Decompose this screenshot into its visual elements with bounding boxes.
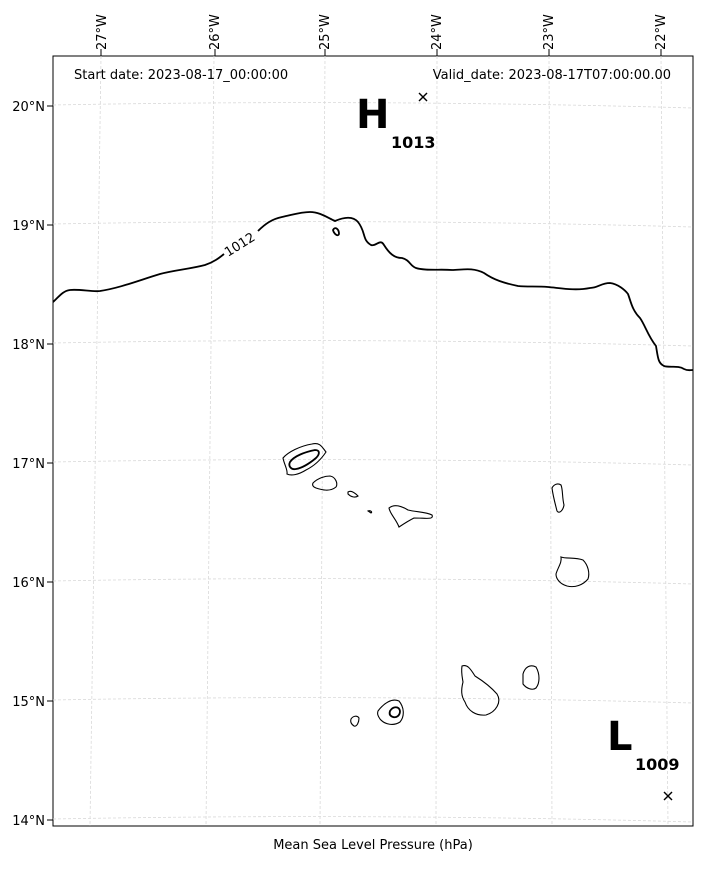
lat-tick-label: 20°N (12, 100, 45, 115)
island-boa-vista (555, 556, 590, 588)
low-value: 1009 (635, 755, 680, 774)
valid-date-label: Valid_date: 2023-08-17T07:00:00.00 (433, 68, 671, 83)
lon-tick-label: 22°W (654, 14, 669, 50)
island-santa-luzia (347, 490, 359, 498)
low-letter: L (607, 714, 633, 760)
graticule (52, 55, 694, 827)
lon-tick-label: 27°W (95, 14, 110, 50)
lat-tick-label: 16°N (12, 576, 45, 591)
high-letter: H (356, 92, 389, 138)
lon-tick-label: 24°W (430, 14, 445, 50)
high-marker-icon (418, 92, 428, 102)
island-maio (522, 665, 540, 690)
lat-tick-label: 18°N (12, 338, 45, 353)
lat-tick-label: 17°N (12, 457, 45, 472)
lon-tick-label: 25°W (318, 14, 333, 50)
lon-tick-label: 23°W (542, 14, 557, 50)
latitude-axis: 20°N 19°N 18°N 17°N 16°N 15°N 14°N (12, 100, 53, 829)
island-santo-antao (282, 443, 327, 476)
lat-tick-label: 15°N (12, 695, 45, 710)
longitude-axis: 27°W 26°W 25°W 24°W 23°W 22°W (95, 14, 669, 56)
island-sal (551, 483, 565, 513)
low-center: L 1009 (607, 714, 680, 801)
lon-tick-label: 26°W (208, 14, 223, 50)
isobar-1012 (52, 211, 694, 372)
map-frame (52, 55, 694, 827)
island-razo (366, 510, 373, 514)
island-santiago (461, 664, 500, 716)
coastlines (282, 443, 590, 727)
low-marker-icon (663, 791, 673, 801)
island-fogo (377, 699, 404, 725)
island-brava (350, 715, 360, 727)
inner-contour-santo-antao (288, 449, 320, 471)
start-date-label: Start date: 2023-08-17_00:00:00 (74, 68, 288, 83)
high-center: H 1013 (356, 92, 436, 152)
lat-tick-label: 14°N (12, 814, 45, 829)
inner-contour-fogo (388, 706, 401, 719)
island-sao-vicente (312, 475, 338, 491)
lat-tick-label: 19°N (12, 219, 45, 234)
map-caption: Mean Sea Level Pressure (hPa) (273, 838, 473, 853)
high-value: 1013 (391, 133, 436, 152)
island-sao-nicolau (388, 505, 433, 528)
